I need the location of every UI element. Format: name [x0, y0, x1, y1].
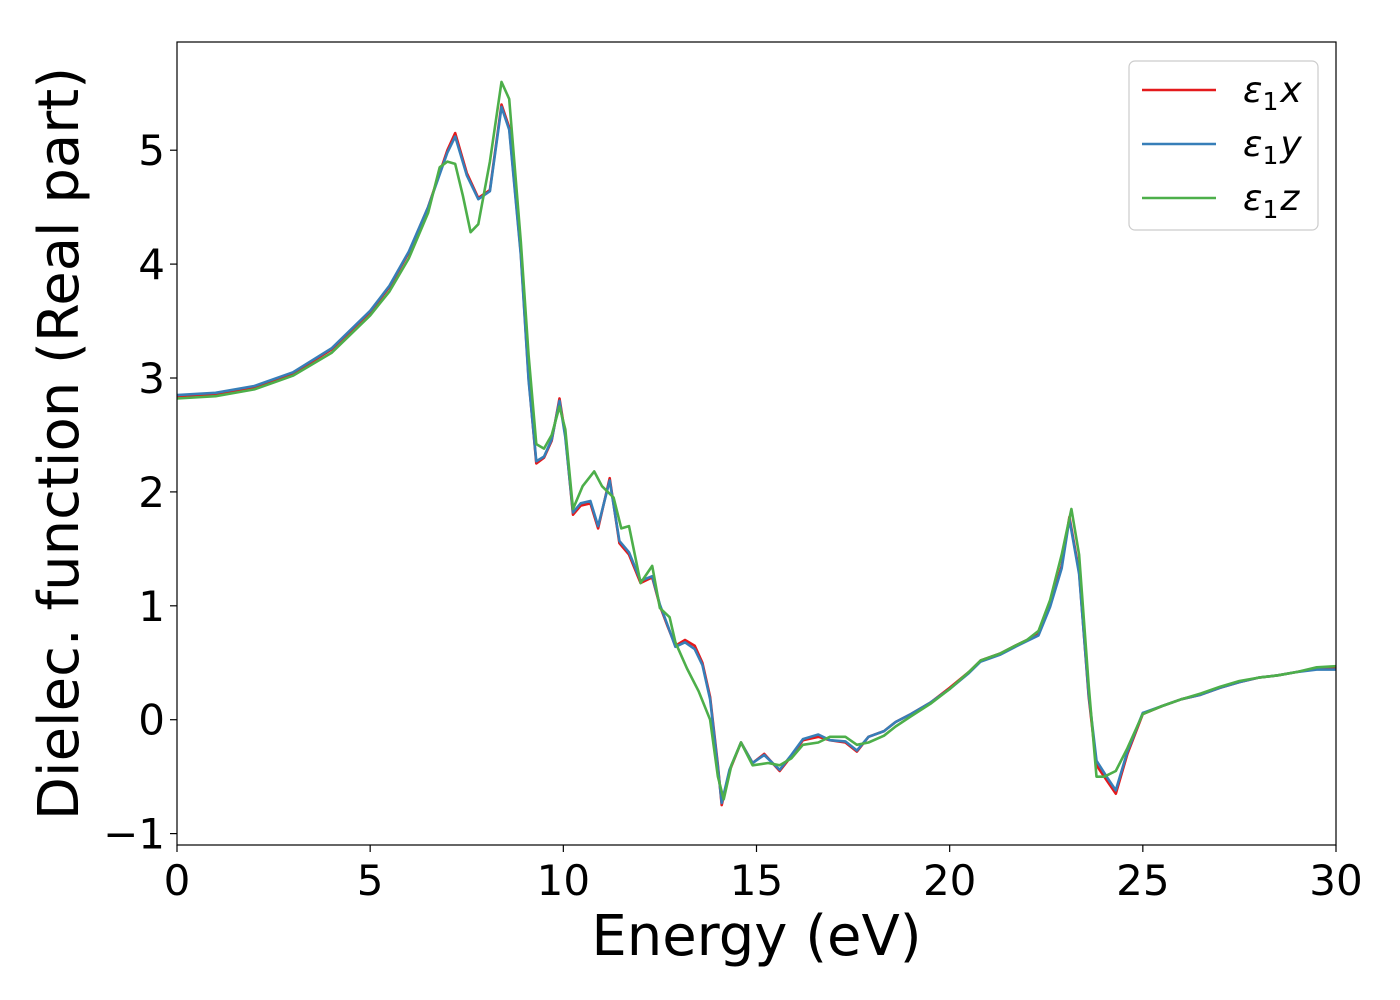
- x-tick-label: 25: [1116, 856, 1169, 905]
- y-axis: −1 0 1 2 3 4 5: [103, 126, 177, 859]
- y-tick-label: 4: [138, 240, 165, 289]
- x-axis-title: Energy (eV): [591, 904, 921, 969]
- y-tick-label: 0: [138, 696, 165, 745]
- x-tick-label: 15: [730, 856, 783, 905]
- y-axis-title: Dielec. function (Real part): [27, 67, 92, 820]
- series-line-z: [177, 80, 1336, 801]
- legend-label: ε1x: [1243, 70, 1302, 116]
- x-tick-label: 0: [164, 856, 191, 905]
- legend: ε1x ε1y ε1z: [1128, 60, 1319, 231]
- x-tick-label: 5: [357, 856, 384, 905]
- legend-item-y: ε1y: [1142, 124, 1302, 170]
- y-tick-label: 3: [138, 354, 165, 403]
- legend-label: ε1z: [1243, 178, 1300, 224]
- x-tick-label: 10: [537, 856, 590, 905]
- x-tick-label: 20: [923, 856, 976, 905]
- series-layer: [177, 80, 1336, 807]
- y-tick-label: 5: [138, 126, 165, 175]
- y-tick-label: 1: [138, 582, 165, 631]
- x-axis: 0 5 10 15 20 25 30: [164, 845, 1363, 905]
- legend-item-z: ε1z: [1142, 178, 1300, 224]
- legend-item-x: ε1x: [1142, 70, 1302, 116]
- legend-box: [1128, 60, 1319, 231]
- y-tick-label: −1: [103, 810, 165, 859]
- legend-label: ε1y: [1243, 124, 1302, 170]
- y-tick-label: 2: [138, 468, 165, 517]
- x-tick-label: 30: [1309, 856, 1362, 905]
